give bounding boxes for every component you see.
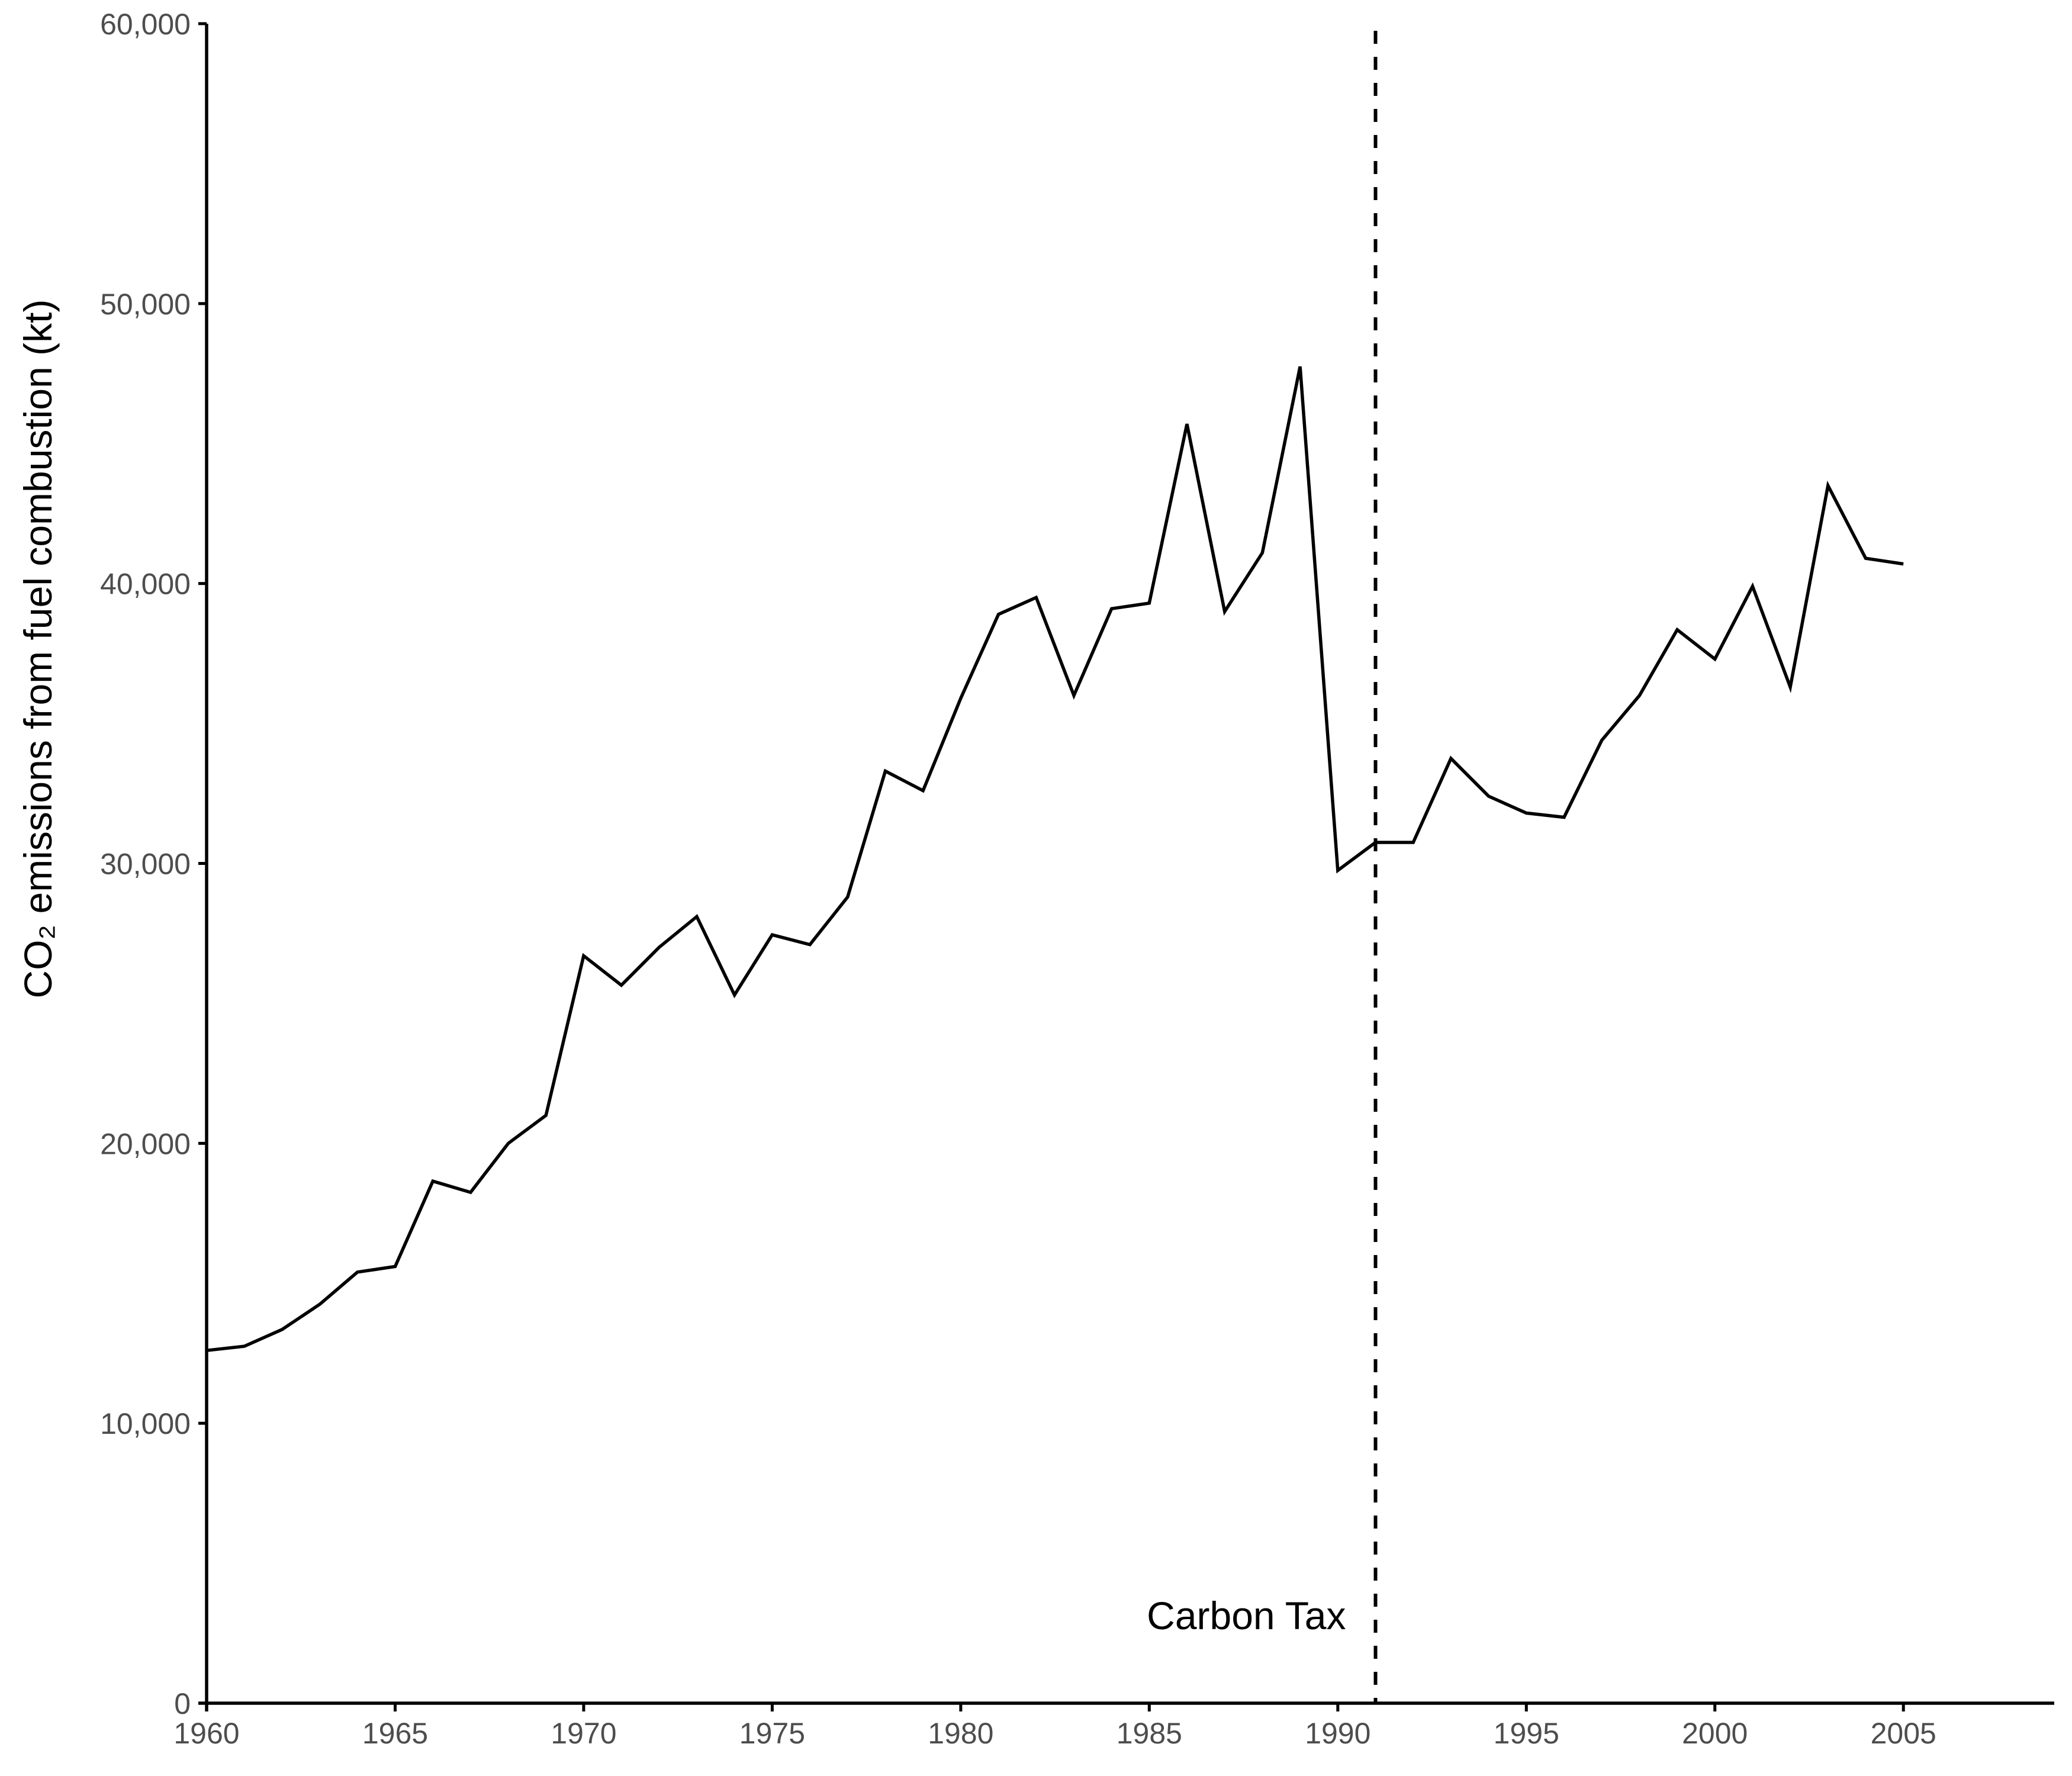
x-tick-label: 2005 bbox=[1871, 1717, 1936, 1750]
x-tick-label: 2000 bbox=[1682, 1717, 1748, 1750]
series-line bbox=[206, 366, 1904, 1352]
x-tick-label: 1965 bbox=[362, 1717, 428, 1750]
y-axis-title: CO₂ emissions from fuel combustion (kt) bbox=[16, 300, 60, 999]
x-tick-label: 1975 bbox=[739, 1717, 805, 1750]
y-tick-label: 10,000 bbox=[100, 1407, 191, 1440]
x-tick-label: 1985 bbox=[1117, 1717, 1182, 1750]
annotation-layer: Carbon Tax bbox=[1147, 31, 1378, 1703]
y-tick-label: 40,000 bbox=[100, 568, 191, 601]
x-tick-label: 1990 bbox=[1305, 1717, 1370, 1750]
x-tick-label: 1995 bbox=[1494, 1717, 1559, 1750]
y-tick-label: 50,000 bbox=[100, 288, 191, 321]
y-tick-label: 20,000 bbox=[100, 1127, 191, 1160]
y-tick-label: 0 bbox=[174, 1687, 191, 1720]
x-tick-label: 1960 bbox=[173, 1717, 239, 1750]
y-tick-label: 60,000 bbox=[100, 8, 191, 41]
axes-layer: 0 10,000 20,000 30,000 40,000 50,000 60,000 196… bbox=[100, 8, 2054, 1750]
y-tick-label: 30,000 bbox=[100, 848, 191, 881]
x-tick-label: 1980 bbox=[928, 1717, 993, 1750]
x-tick-label: 1970 bbox=[551, 1717, 616, 1750]
carbon-tax-label: Carbon Tax bbox=[1147, 1594, 1346, 1637]
series-layer bbox=[206, 366, 1904, 1352]
